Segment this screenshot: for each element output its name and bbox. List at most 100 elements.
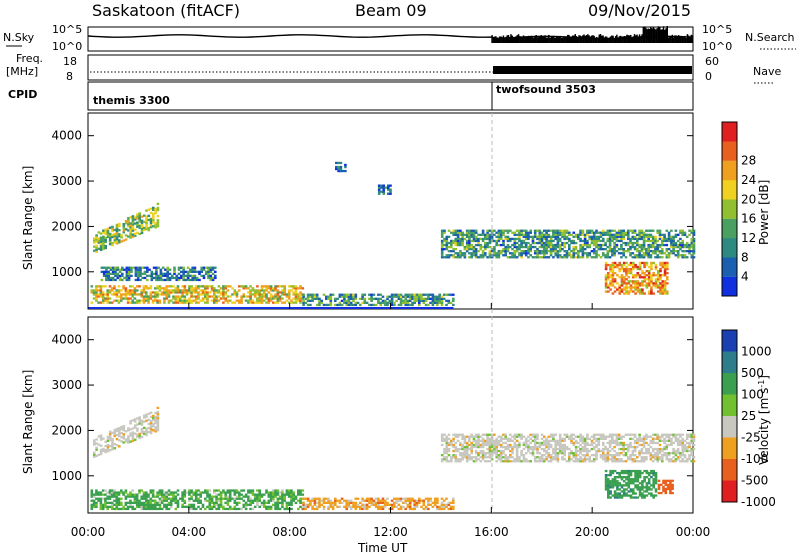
- rti-cell: [124, 228, 128, 231]
- rti-cell: [204, 499, 207, 502]
- rti-cell: [649, 256, 653, 259]
- rti-cell: [148, 274, 151, 277]
- rti-cell: [536, 252, 539, 255]
- rti-cell: [111, 448, 114, 451]
- rti-cell: [627, 482, 631, 485]
- rti-cell: [509, 460, 512, 463]
- rti-cell: [235, 299, 239, 302]
- rti-cell: [608, 435, 612, 438]
- rti-cell: [143, 420, 146, 423]
- rti-cell: [685, 250, 689, 253]
- rti-cell: [160, 495, 164, 498]
- rti-cell: [281, 293, 284, 296]
- rti-cell: [568, 237, 571, 241]
- rti-cell: [226, 289, 230, 292]
- rti-cell: [586, 454, 589, 457]
- rti-cell: [136, 266, 140, 269]
- rti-cell: [106, 293, 109, 296]
- rti-cell: [533, 433, 537, 436]
- rti-cell: [592, 454, 596, 457]
- rti-cell: [620, 229, 623, 232]
- rti-cell: [217, 503, 221, 506]
- rti-cell: [349, 507, 353, 511]
- rti-cell: [313, 295, 317, 298]
- rti-cell: [531, 454, 535, 457]
- rti-cell: [370, 499, 373, 502]
- rti-cell: [636, 254, 639, 257]
- rti-cell: [431, 297, 435, 300]
- rti-cell: [191, 274, 194, 277]
- rti-cell: [256, 503, 259, 506]
- rti-cell: [299, 501, 302, 504]
- rti-cell: [138, 491, 141, 494]
- rti-cell: [222, 489, 225, 492]
- rti-cell: [579, 245, 582, 249]
- rti-cell: [370, 295, 373, 298]
- rti-cell: [547, 435, 551, 438]
- rti-cell: [504, 237, 507, 241]
- rti-cell: [563, 250, 566, 253]
- rti-cell: [638, 437, 641, 440]
- rti-cell: [629, 254, 632, 257]
- rti-cell: [370, 293, 373, 296]
- rti-cell: [174, 507, 178, 511]
- rti-cell: [339, 167, 343, 171]
- rti-cell: [158, 285, 162, 288]
- rti-cell: [531, 439, 535, 442]
- rti-cell: [536, 241, 539, 245]
- rti-cell: [167, 491, 171, 494]
- rti-cell: [472, 248, 476, 251]
- rti-cell: [481, 231, 485, 234]
- nsearch-bar: [536, 37, 539, 43]
- rti-cell: [629, 248, 632, 251]
- nsearch-bar: [570, 36, 573, 43]
- rti-cell: [256, 293, 259, 296]
- rti-cell: [468, 233, 471, 236]
- rti-cell: [618, 288, 621, 291]
- rti-cell: [176, 295, 180, 298]
- rti-cell: [465, 231, 469, 234]
- rti-cell: [372, 503, 376, 506]
- rti-cell: [622, 276, 626, 279]
- rti-cell: [345, 507, 348, 511]
- rti-cell: [157, 276, 160, 280]
- rti-cell: [624, 241, 628, 245]
- rti-cell: [124, 430, 128, 433]
- rti-cell: [518, 456, 521, 459]
- rti-cell: [174, 497, 178, 500]
- rti-cell: [208, 295, 212, 298]
- rti-cell: [545, 235, 548, 238]
- rti-cell: [568, 233, 571, 236]
- rti-cell: [207, 266, 210, 269]
- rti-cell: [167, 289, 171, 292]
- rti-cell: [281, 289, 284, 292]
- rti-cell: [172, 295, 175, 298]
- rti-cell: [115, 238, 119, 241]
- rti-cell: [624, 243, 628, 247]
- rti-cell: [590, 460, 594, 463]
- rti-cell: [627, 282, 631, 285]
- rti-cell: [276, 293, 280, 296]
- rti-cell: [495, 456, 498, 459]
- rti-cell: [590, 454, 594, 457]
- rti-cell: [620, 276, 624, 279]
- rti-cell: [486, 229, 489, 232]
- rti-cell: [561, 456, 564, 459]
- rti-cell: [445, 237, 449, 241]
- rti-cell: [106, 291, 109, 294]
- rti-cell: [661, 454, 664, 457]
- rti-cell: [604, 290, 608, 293]
- rti-cell: [641, 494, 644, 497]
- rti-cell: [608, 433, 612, 436]
- rti-cell: [474, 458, 478, 461]
- rti-cell: [278, 491, 282, 494]
- rti-cell: [294, 299, 298, 302]
- rti-cell: [479, 237, 483, 241]
- rti-cell: [670, 252, 673, 255]
- rti-cell: [643, 469, 646, 473]
- rti-cell: [529, 229, 532, 232]
- rti-cell: [228, 295, 232, 298]
- rti-cell: [99, 285, 103, 288]
- rti-cell: [613, 460, 616, 463]
- rti-cell: [649, 441, 653, 445]
